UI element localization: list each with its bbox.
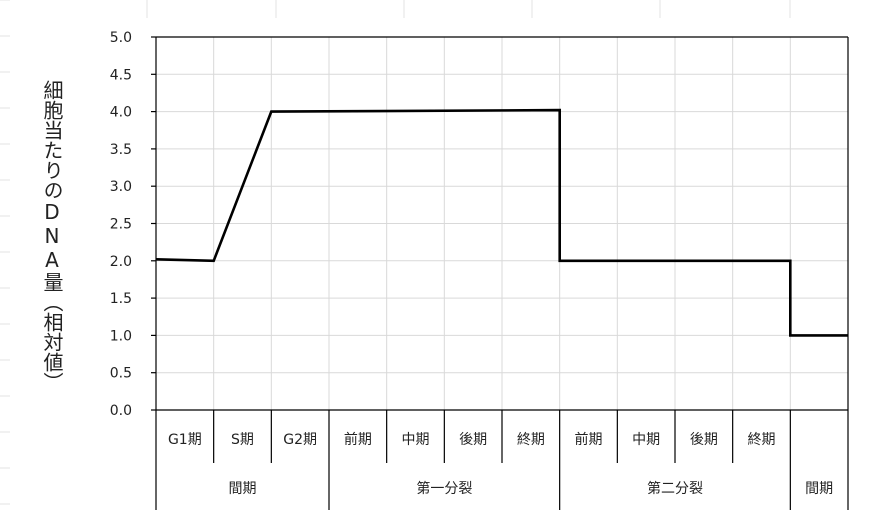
category-label: 後期 bbox=[690, 432, 718, 448]
y-tick-label: 1.5 bbox=[110, 291, 132, 307]
y-tick-label: 3.5 bbox=[110, 142, 132, 158]
category-label: 終期 bbox=[748, 432, 776, 448]
spreadsheet-background-grid bbox=[0, 0, 791, 505]
axes bbox=[151, 36, 849, 510]
category-label: G1期 bbox=[168, 432, 202, 448]
group-label: 間期 bbox=[805, 481, 833, 497]
series bbox=[155, 108, 849, 337]
category-label: 後期 bbox=[459, 432, 487, 448]
y-tick-label: 0.5 bbox=[110, 366, 132, 382]
category-label: 終期 bbox=[517, 432, 545, 448]
category-label: 中期 bbox=[632, 432, 660, 448]
y-tick-label: 2.0 bbox=[110, 254, 132, 270]
y-tick-label: 4.5 bbox=[110, 67, 132, 83]
category-label: 前期 bbox=[344, 431, 372, 448]
group-label: 間期 bbox=[229, 481, 257, 497]
category-label: 前期 bbox=[575, 431, 603, 448]
y-tick-label: 0.0 bbox=[110, 403, 132, 419]
y-tick-label: 4.0 bbox=[110, 105, 132, 121]
y-tick-label: 1.0 bbox=[110, 328, 132, 344]
y-tick-label: 5.0 bbox=[110, 30, 132, 46]
y-axis-label: 細胞当たりのDNA量（相対値） bbox=[40, 80, 64, 392]
y-tick-label: 3.0 bbox=[110, 179, 132, 195]
y-tick-label: 2.5 bbox=[110, 217, 132, 233]
group-label: 第一分裂 bbox=[416, 480, 472, 497]
group-label: 第二分裂 bbox=[647, 480, 703, 497]
category-label: G2期 bbox=[283, 432, 317, 448]
category-label: 中期 bbox=[402, 432, 430, 448]
category-label: S期 bbox=[231, 432, 254, 448]
dna-content-line bbox=[155, 108, 848, 337]
y-tick-labels: 0.0 0.5 1.0 1.5 2.0 2.5 3.0 3.5 4.0 4.5 5.0 bbox=[110, 30, 132, 419]
gridlines bbox=[156, 36, 848, 411]
